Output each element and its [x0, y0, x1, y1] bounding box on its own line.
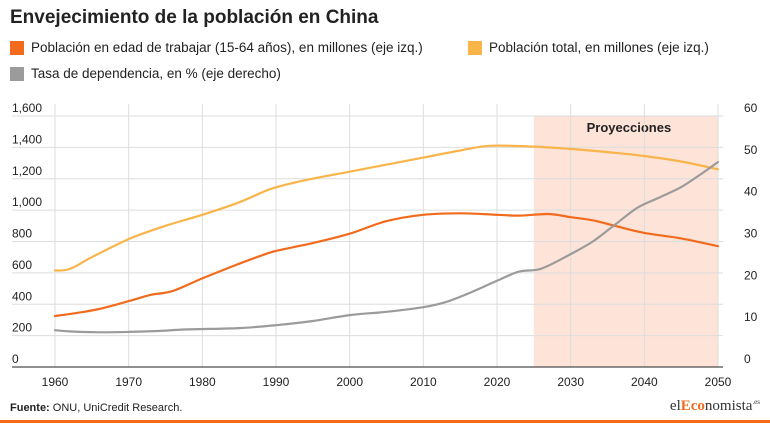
legend-item-dependency: Tasa de dependencia, en % (eje derecho) — [10, 66, 281, 81]
x-tick-label: 2040 — [631, 375, 658, 389]
x-tick-label: 2000 — [336, 375, 363, 389]
x-tick-label: 1990 — [263, 375, 290, 389]
brand-suffix: .es — [752, 398, 760, 406]
brand-highlight: Eco — [680, 398, 705, 414]
y-right-tick-label: 50 — [744, 143, 758, 157]
brand-pre: el — [669, 398, 681, 414]
source-text: ONU, UniCredit Research. — [49, 402, 183, 414]
series-line-dependency — [53, 160, 720, 334]
line-chart: Proyecciones02004006008001,0001,2001,400… — [12, 101, 758, 389]
y-left-tick-label: 200 — [12, 321, 32, 335]
y-left-tick-label: 1,000 — [12, 195, 42, 209]
x-tick-label: 2050 — [705, 375, 732, 389]
legend-item-working-age: Población en edad de trabajar (15-64 año… — [10, 40, 423, 55]
series-line-working-age — [53, 212, 720, 318]
legend-swatch-working-age — [10, 40, 24, 55]
x-tick-label: 2020 — [484, 375, 511, 389]
y-right-tick-label: 60 — [744, 101, 758, 115]
source-label: Fuente: — [10, 402, 50, 414]
series-line-total — [53, 144, 720, 272]
x-tick-label: 1970 — [115, 375, 142, 389]
legend-item-total: Población total, en millones (eje izq.) — [468, 40, 709, 55]
legend-label-total: Población total, en millones (eje izq.) — [489, 40, 709, 55]
y-left-tick-label: 0 — [12, 352, 19, 366]
y-left-tick-label: 1,400 — [12, 132, 42, 146]
y-right-tick-label: 10 — [744, 310, 758, 324]
brand-logo: elEconomista.es — [670, 398, 760, 415]
y-left-tick-label: 1,600 — [12, 101, 42, 115]
source-note: Fuente: ONU, UniCredit Research. — [10, 402, 182, 414]
legend-swatch-total — [468, 40, 482, 55]
legend-label-working-age: Población en edad de trabajar (15-64 año… — [31, 40, 423, 55]
footer-accent-bar — [0, 420, 770, 423]
projection-label: Proyecciones — [587, 120, 672, 135]
y-left-tick-label: 400 — [12, 289, 32, 303]
x-tick-label: 2010 — [410, 375, 437, 389]
y-right-tick-label: 0 — [744, 352, 751, 366]
y-right-tick-label: 20 — [744, 268, 758, 282]
brand-post: nomista — [704, 398, 753, 414]
legend-label-dependency: Tasa de dependencia, en % (eje derecho) — [31, 66, 281, 81]
y-left-tick-label: 1,200 — [12, 164, 42, 178]
x-tick-label: 2030 — [557, 375, 584, 389]
y-right-tick-label: 30 — [744, 227, 758, 241]
y-left-tick-label: 600 — [12, 258, 32, 272]
x-tick-label: 1980 — [189, 375, 216, 389]
x-tick-label: 1960 — [42, 375, 69, 389]
legend-swatch-dependency — [10, 66, 24, 81]
y-right-tick-label: 40 — [744, 185, 758, 199]
y-left-tick-label: 800 — [12, 227, 32, 241]
chart-title: Envejecimiento de la población en China — [10, 7, 379, 28]
